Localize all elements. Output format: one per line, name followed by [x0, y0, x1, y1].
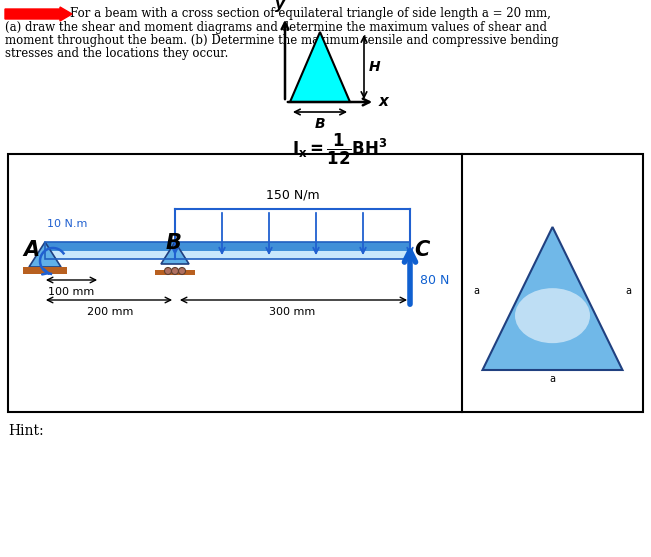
- Text: 150 N/m: 150 N/m: [266, 189, 319, 202]
- FancyArrow shape: [5, 7, 72, 21]
- Text: stresses and the locations they occur.: stresses and the locations they occur.: [5, 47, 229, 60]
- Ellipse shape: [515, 288, 590, 343]
- Text: (a) draw the shear and moment diagrams and determine the maximum values of shear: (a) draw the shear and moment diagrams a…: [5, 21, 547, 34]
- Text: A: A: [23, 240, 39, 260]
- Text: a: a: [626, 286, 631, 296]
- Circle shape: [165, 267, 171, 275]
- Text: a: a: [549, 374, 555, 384]
- Bar: [45, 242, 410, 259]
- Text: x: x: [379, 95, 389, 110]
- Text: 80 N: 80 N: [420, 273, 449, 286]
- Polygon shape: [482, 227, 622, 370]
- Bar: [45, 242, 410, 251]
- Circle shape: [171, 267, 178, 275]
- Text: 10 N.m: 10 N.m: [47, 219, 87, 229]
- Text: $\mathbf{I_x = \dfrac{1}{12} BH^3}$: $\mathbf{I_x = \dfrac{1}{12} BH^3}$: [292, 132, 388, 167]
- Polygon shape: [290, 32, 350, 102]
- Text: H: H: [369, 60, 381, 74]
- Bar: [23, 267, 67, 274]
- Text: 100 mm: 100 mm: [48, 287, 94, 297]
- Text: 200 mm: 200 mm: [87, 307, 133, 317]
- Text: B: B: [165, 233, 181, 253]
- Text: a: a: [473, 286, 480, 296]
- Circle shape: [178, 267, 186, 275]
- Text: C: C: [414, 240, 430, 260]
- Text: For a beam with a cross section of equilateral triangle of side length a = 20 mm: For a beam with a cross section of equil…: [70, 7, 551, 20]
- Bar: [45, 251, 410, 259]
- Text: B: B: [314, 117, 326, 131]
- Polygon shape: [29, 242, 61, 267]
- Text: y: y: [275, 0, 285, 12]
- Text: moment throughout the beam. (b) Determine the maximum tensile and compressive be: moment throughout the beam. (b) Determin…: [5, 34, 559, 47]
- Polygon shape: [161, 242, 189, 264]
- Text: 300 mm: 300 mm: [270, 307, 316, 317]
- Bar: [155, 270, 195, 275]
- Text: Hint:: Hint:: [8, 424, 44, 438]
- Bar: [8, 154, 643, 412]
